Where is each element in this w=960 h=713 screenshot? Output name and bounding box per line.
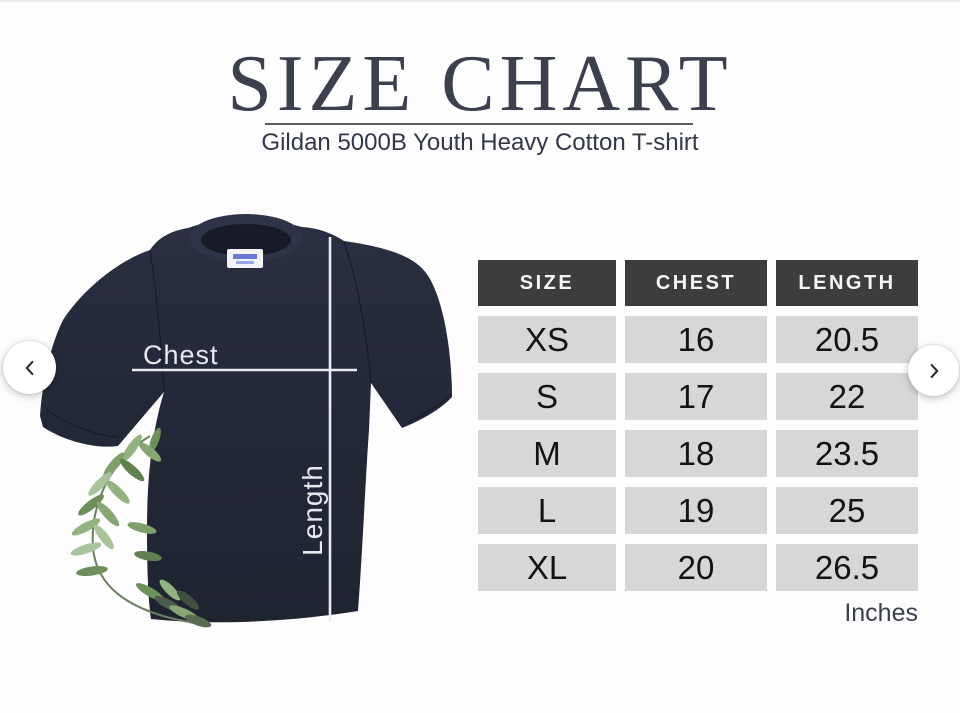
chest-cell: 17 <box>625 373 767 420</box>
length-cell: 20.5 <box>776 316 918 363</box>
carousel-prev-button[interactable] <box>3 341 56 394</box>
units-note: Inches <box>844 599 918 627</box>
carousel-next-button[interactable] <box>908 345 959 396</box>
tshirt-illustration <box>40 214 452 623</box>
chest-cell: 20 <box>625 544 767 591</box>
gildan-neck-label <box>227 249 263 268</box>
chevron-right-icon <box>923 360 945 382</box>
size-table-header-length: LENGTH <box>776 260 918 306</box>
chest-cell: 16 <box>625 316 767 363</box>
title-underline <box>265 123 693 125</box>
size-cell: S <box>478 373 616 420</box>
length-cell: 22 <box>776 373 918 420</box>
top-edge-line <box>0 0 960 2</box>
size-cell: M <box>478 430 616 477</box>
page-subtitle: Gildan 5000B Youth Heavy Cotton T-shirt <box>261 129 699 156</box>
size-table: SIZE CHEST LENGTH XS 16 20.5 S 17 22 M 1… <box>478 260 918 591</box>
chest-cell: 18 <box>625 430 767 477</box>
size-cell: XS <box>478 316 616 363</box>
length-measure-label: Length <box>297 464 328 556</box>
length-cell: 26.5 <box>776 544 918 591</box>
chest-cell: 19 <box>625 487 767 534</box>
leaf-branch-decoration <box>70 427 212 628</box>
length-cell: 23.5 <box>776 430 918 477</box>
size-cell: XL <box>478 544 616 591</box>
size-cell: L <box>478 487 616 534</box>
size-table-header-size: SIZE <box>478 260 616 306</box>
chevron-left-icon <box>19 357 41 379</box>
chest-measure-label: Chest <box>143 340 219 370</box>
size-table-header-chest: CHEST <box>625 260 767 306</box>
measurement-lines <box>132 237 357 621</box>
length-cell: 25 <box>776 487 918 534</box>
page-title: SIZE CHART <box>227 40 733 128</box>
